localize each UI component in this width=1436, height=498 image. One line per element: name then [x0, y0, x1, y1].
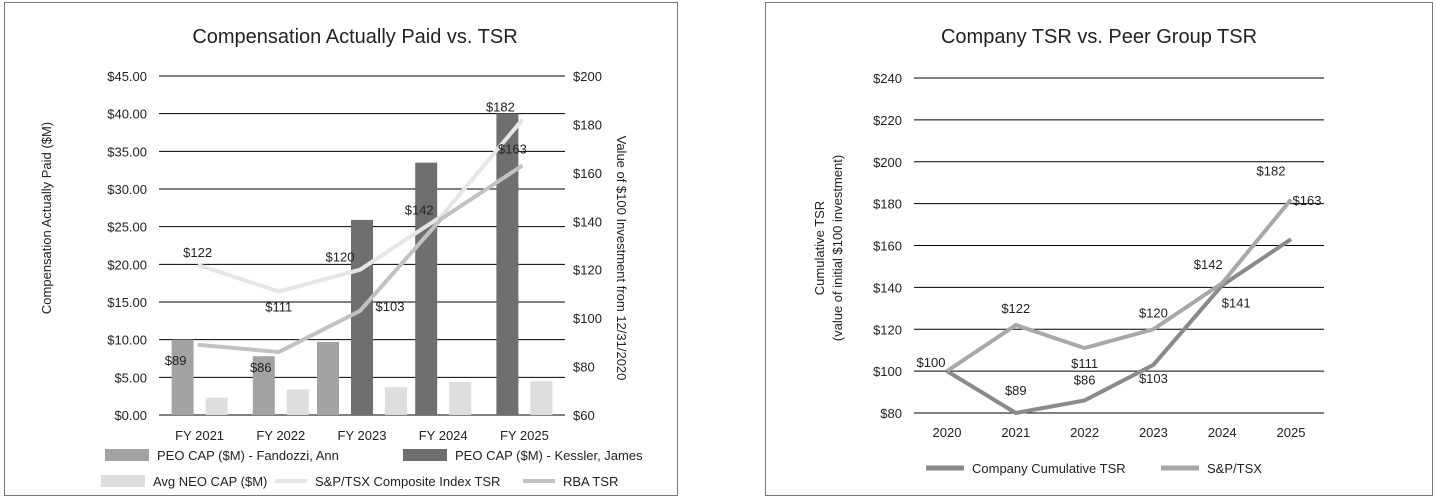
legend-label: PEO CAP ($M) - Kessler, James	[455, 448, 643, 463]
y2-tick-label: $80	[573, 360, 595, 375]
y2-axis-label: Value of $100 Investment from 12/31/2020	[614, 136, 629, 381]
data-label: $141	[1222, 295, 1251, 310]
x-tick-label: FY 2025	[500, 428, 549, 443]
y2-tick-label: $160	[573, 166, 602, 181]
y-tick-label: $40.00	[107, 107, 147, 122]
y-tick-label: $140	[873, 280, 902, 295]
series-line	[196, 118, 524, 294]
x-tick-label: FY 2024	[419, 428, 468, 443]
legend-label: Avg NEO CAP ($M)	[153, 474, 267, 489]
y2-tick-label: $200	[573, 69, 602, 84]
series-line	[945, 237, 1293, 416]
cap-vs-tsr-chart-panel: Compensation Actually Paid vs. TSR Compe…	[4, 2, 678, 496]
legend-label: Company Cumulative TSR	[972, 461, 1126, 476]
legend-label: S&P/TSX	[1207, 461, 1262, 476]
data-label: $182	[1257, 163, 1286, 178]
y-tick-label: $0.00	[114, 408, 147, 423]
data-label: $100	[917, 355, 946, 370]
data-label: $122	[183, 245, 212, 260]
y2-tick-label: $180	[573, 117, 602, 132]
legend-swatch	[101, 475, 145, 487]
data-label: $111	[1071, 356, 1098, 371]
y2-tick-label: $140	[573, 214, 602, 229]
x-tick-label: FY 2022	[256, 428, 305, 443]
series-line	[197, 163, 524, 355]
y-tick-label: $30.00	[107, 182, 147, 197]
x-tick-label: 2022	[1070, 425, 1099, 440]
x-tick-label: 2020	[933, 425, 962, 440]
y-tick-label: $80	[880, 406, 902, 421]
bar	[415, 162, 438, 415]
y-tick-label: $160	[873, 239, 902, 254]
data-label: $111	[265, 300, 292, 315]
y-tick-label: $15.00	[107, 295, 147, 310]
y-tick-label: $240	[873, 71, 902, 86]
y-tick-label: $120	[873, 322, 902, 337]
data-label: $103	[1139, 371, 1168, 386]
data-label: $122	[1001, 301, 1030, 316]
cap-vs-tsr-chart: Compensation Actually Paid vs. TSR Compe…	[39, 26, 643, 489]
y-tick-label: $180	[873, 197, 902, 212]
x-tick-label: FY 2023	[338, 428, 387, 443]
data-label: $89	[1005, 383, 1027, 398]
y-tick-label: $10.00	[107, 333, 147, 348]
tsr-vs-peer-chart-panel: Company TSR vs. Peer Group TSR Cumulativ…	[765, 2, 1433, 496]
x-tick-label: 2025	[1277, 425, 1306, 440]
y-axis-label: Cumulative TSR	[812, 201, 827, 295]
y-tick-label: $25.00	[107, 220, 147, 235]
bar	[496, 113, 519, 416]
data-label: $163	[1293, 193, 1322, 208]
data-label: $103	[376, 299, 405, 314]
data-label: $89	[165, 353, 187, 368]
y-tick-label: $35.00	[107, 144, 147, 159]
x-tick-label: 2023	[1139, 425, 1168, 440]
data-label: $182	[486, 100, 515, 115]
y2-tick-label: $100	[573, 311, 602, 326]
x-tick-label: 2021	[1001, 425, 1030, 440]
y-tick-label: $20.00	[107, 257, 147, 272]
bar	[252, 356, 275, 415]
bar	[286, 389, 309, 415]
y-tick-label: $220	[873, 113, 902, 128]
legend-label: PEO CAP ($M) - Fandozzi, Ann	[157, 448, 339, 463]
chart-title: Compensation Actually Paid vs. TSR	[192, 26, 517, 48]
data-label: $86	[250, 360, 272, 375]
y-axis-label: Compensation Actually Paid ($M)	[39, 122, 54, 314]
y2-tick-label: $60	[573, 408, 595, 423]
bar	[530, 381, 553, 415]
y2-tick-label: $120	[573, 263, 602, 278]
data-label: $86	[1074, 372, 1096, 387]
data-label: $120	[326, 250, 355, 265]
tsr-vs-peer-chart: Company TSR vs. Peer Group TSR Cumulativ…	[812, 26, 1324, 476]
y-tick-label: $5.00	[114, 370, 147, 385]
y-tick-label: $200	[873, 155, 902, 170]
data-label: $142	[405, 202, 434, 217]
legend-label: RBA TSR	[563, 474, 618, 489]
legend-label: S&P/TSX Composite Index TSR	[315, 474, 500, 489]
bar	[385, 387, 407, 415]
bar	[205, 397, 228, 415]
bar	[449, 381, 472, 415]
bar	[317, 341, 339, 415]
bar	[171, 339, 194, 415]
chart-title: Company TSR vs. Peer Group TSR	[941, 26, 1257, 48]
legend-swatch	[105, 449, 149, 461]
data-label: $142	[1194, 257, 1223, 272]
y-tick-label: $45.00	[107, 69, 147, 84]
x-tick-label: 2024	[1208, 425, 1237, 440]
x-tick-label: FY 2021	[175, 428, 224, 443]
data-label: $120	[1139, 305, 1168, 320]
legend-swatch	[403, 449, 447, 461]
data-label: $163	[498, 142, 527, 157]
y-axis-label-sub: (value of initial $100 investment)	[830, 155, 845, 341]
series-line	[945, 198, 1293, 373]
y-tick-label: $100	[873, 364, 902, 379]
